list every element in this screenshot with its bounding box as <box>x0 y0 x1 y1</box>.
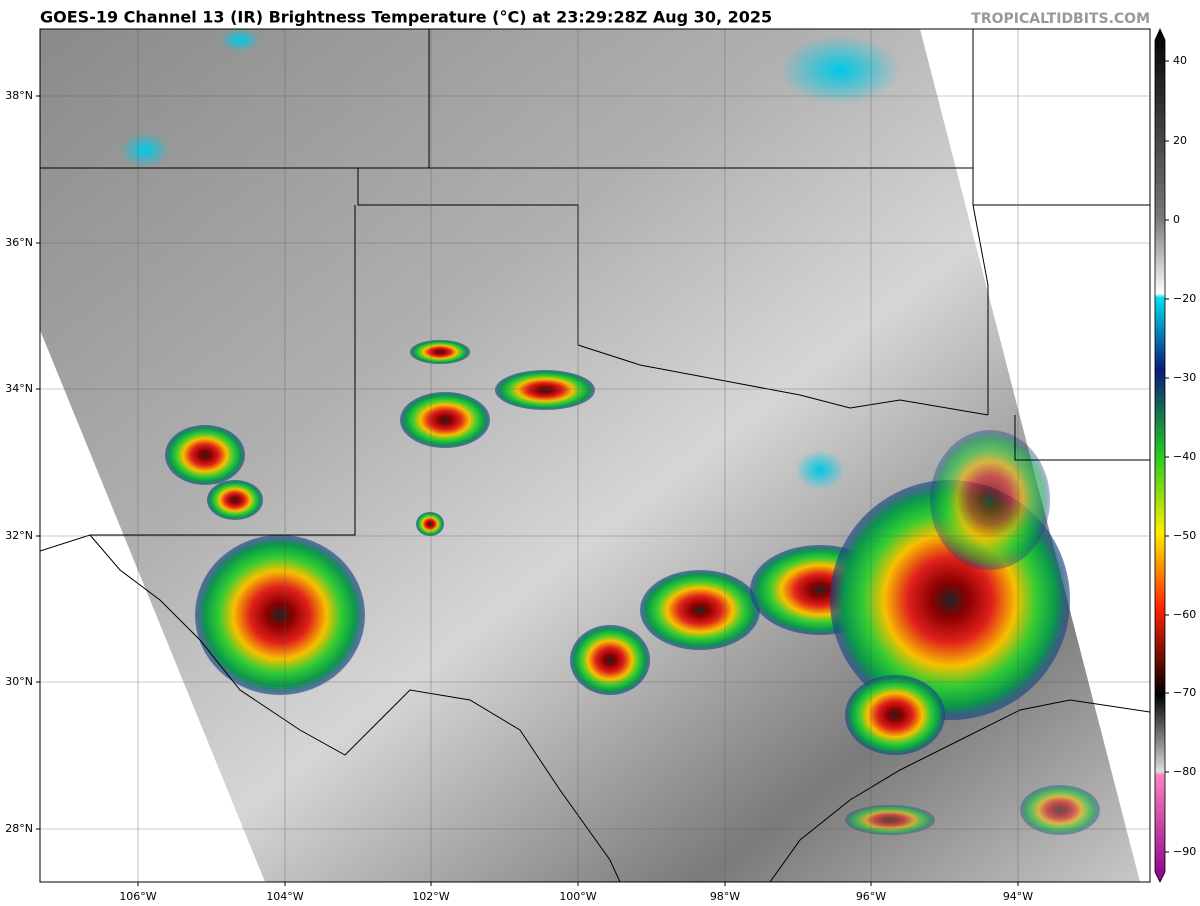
cold-clouds <box>120 29 900 490</box>
colorbar-label: −60 <box>1173 608 1196 621</box>
colorbar-label: −90 <box>1173 845 1196 858</box>
lon-label: 94°W <box>1003 890 1033 903</box>
labels: 38°N 36°N 34°N 32°N 30°N 28°N 106°W 104°W 102°W 1… <box>5 54 1196 903</box>
colorbar-label: −80 <box>1173 765 1196 778</box>
lat-label: 28°N <box>5 822 33 835</box>
credit: TROPICALTIDBITS.COM <box>971 11 1150 27</box>
borders <box>40 29 1150 882</box>
lon-label: 96°W <box>856 890 886 903</box>
lon-label: 104°W <box>266 890 303 903</box>
colorbar-label: 0 <box>1173 213 1180 226</box>
colorbar-label: −40 <box>1173 450 1196 463</box>
map <box>40 29 1150 882</box>
colorbar-label: 20 <box>1173 134 1187 147</box>
map-frame <box>39 28 1151 883</box>
title: GOES-19 Channel 13 (IR) Brightness Tempe… <box>40 8 772 27</box>
lat-label: 34°N <box>5 382 33 395</box>
colorbar-label: −70 <box>1173 686 1196 699</box>
lon-label: 102°W <box>412 890 449 903</box>
storms <box>165 340 1100 835</box>
lon-label: 100°W <box>559 890 596 903</box>
lat-label: 38°N <box>5 89 33 102</box>
colorbar-label: −50 <box>1173 529 1196 542</box>
lat-label: 36°N <box>5 236 33 249</box>
lat-label: 32°N <box>5 529 33 542</box>
colorbar <box>1154 28 1166 883</box>
lat-label: 30°N <box>5 675 33 688</box>
lon-label: 106°W <box>119 890 156 903</box>
lon-label: 98°W <box>710 890 740 903</box>
colorbar-label: 40 <box>1173 54 1187 67</box>
graticule <box>40 29 1150 882</box>
colorbar-label: −30 <box>1173 371 1196 384</box>
colorbar-label: −20 <box>1173 292 1196 305</box>
